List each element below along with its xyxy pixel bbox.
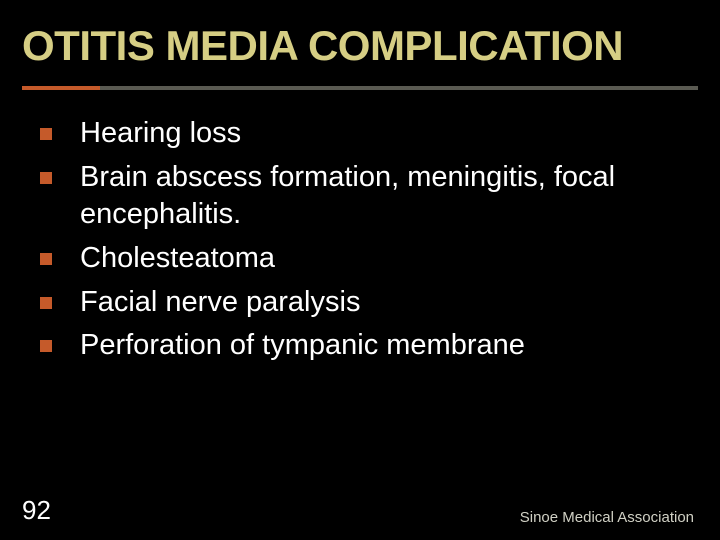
list-item: Facial nerve paralysis: [40, 284, 690, 322]
bullet-text: Hearing loss: [80, 115, 690, 153]
footer-credit: Sinoe Medical Association: [520, 509, 694, 526]
bullet-list: Hearing loss Brain abscess formation, men…: [40, 115, 690, 371]
bullet-text: Cholesteatoma: [80, 240, 690, 278]
bullet-icon: [40, 340, 52, 352]
list-item: Hearing loss: [40, 115, 690, 153]
bullet-icon: [40, 297, 52, 309]
bullet-icon: [40, 172, 52, 184]
list-item: Brain abscess formation, meningitis, foc…: [40, 159, 690, 234]
title-rule: [22, 86, 698, 90]
list-item: Perforation of tympanic membrane: [40, 327, 690, 365]
bullet-icon: [40, 128, 52, 140]
list-item: Cholesteatoma: [40, 240, 690, 278]
bullet-text: Facial nerve paralysis: [80, 284, 690, 322]
title-rule-accent: [22, 86, 100, 90]
bullet-text: Perforation of tympanic membrane: [80, 327, 690, 365]
slide-number: 92: [22, 495, 51, 526]
slide-title: OTITIS MEDIA COMPLICATION: [22, 22, 623, 70]
bullet-text: Brain abscess formation, meningitis, foc…: [80, 159, 690, 234]
bullet-icon: [40, 253, 52, 265]
slide: OTITIS MEDIA COMPLICATION Hearing loss Br…: [0, 0, 720, 540]
